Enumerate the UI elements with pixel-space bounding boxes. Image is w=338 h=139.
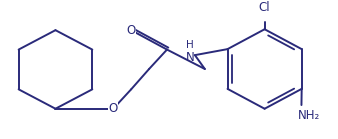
Text: H: H [186, 40, 194, 50]
Text: O: O [126, 24, 136, 37]
Text: Cl: Cl [259, 2, 270, 14]
Text: NH₂: NH₂ [298, 109, 320, 122]
Text: N: N [186, 51, 194, 64]
Text: O: O [108, 102, 118, 115]
